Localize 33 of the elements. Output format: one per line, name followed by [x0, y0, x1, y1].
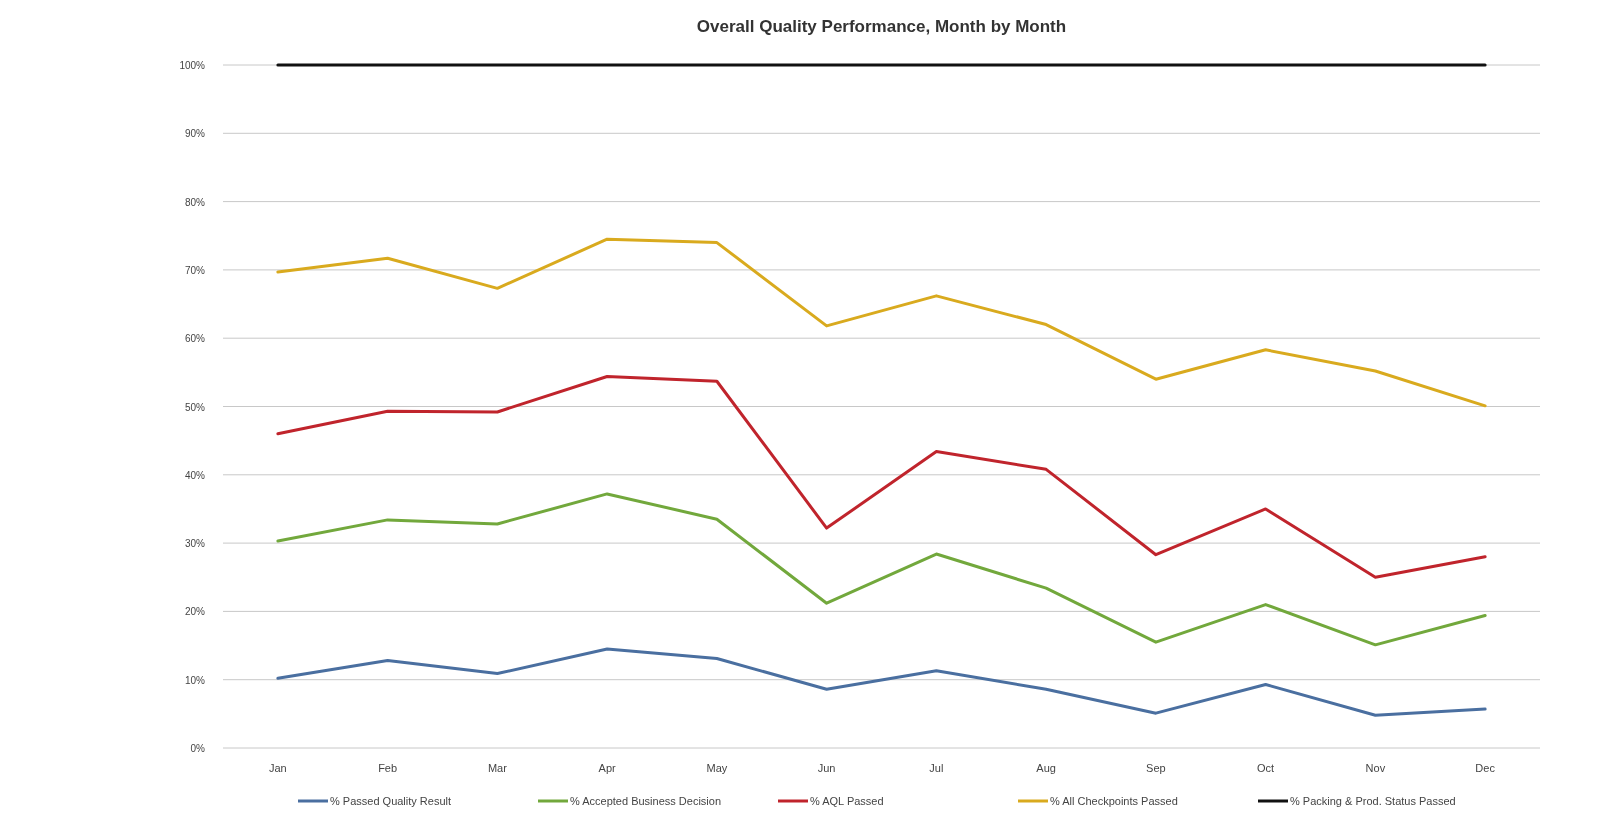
y-tick-label: 0% [190, 743, 206, 754]
x-tick-label: Jan [269, 762, 287, 774]
y-tick-label: 60% [184, 333, 206, 345]
x-tick-label: Aug [1036, 762, 1056, 774]
legend-label: % Accepted Business Decision [570, 795, 722, 807]
chart-title: Overall Quality Performance, Month by Month [696, 17, 1067, 36]
y-tick-label: 70% [184, 264, 206, 276]
x-tick-label: May [706, 762, 728, 774]
legend-label: % Passed Quality Result [330, 795, 452, 807]
y-tick-label: 80% [184, 196, 206, 208]
x-tick-label: Feb [378, 762, 398, 774]
legend-label: % All Checkpoints Passed [1050, 795, 1178, 807]
legend-label: % AQL Passed [810, 795, 884, 807]
x-tick-label: Mar [487, 762, 508, 774]
y-tick-label: 40% [184, 469, 206, 481]
y-tick-label: 90% [184, 128, 206, 140]
line-series [276, 647, 1487, 717]
y-tick-label: 30% [184, 538, 206, 550]
legend-label: % Packing & Prod. Status Passed [1290, 795, 1456, 807]
x-tick-label: Dec [1475, 762, 1496, 774]
x-tick-label: Oct [1257, 762, 1275, 774]
x-tick-label: Sep [1146, 762, 1166, 774]
line-series [276, 492, 1487, 647]
line-series [276, 237, 1487, 408]
y-tick-label: 20% [184, 606, 206, 618]
y-tick-label: 10% [184, 674, 206, 686]
x-tick-label: Jun [817, 762, 836, 774]
x-tick-label: Nov [1365, 762, 1386, 774]
x-tick-label: Apr [598, 762, 617, 774]
y-tick-label: 100% [179, 60, 206, 71]
y-tick-label: 50% [184, 401, 206, 413]
line-series [276, 374, 1487, 579]
x-tick-label: Jul [929, 762, 944, 774]
